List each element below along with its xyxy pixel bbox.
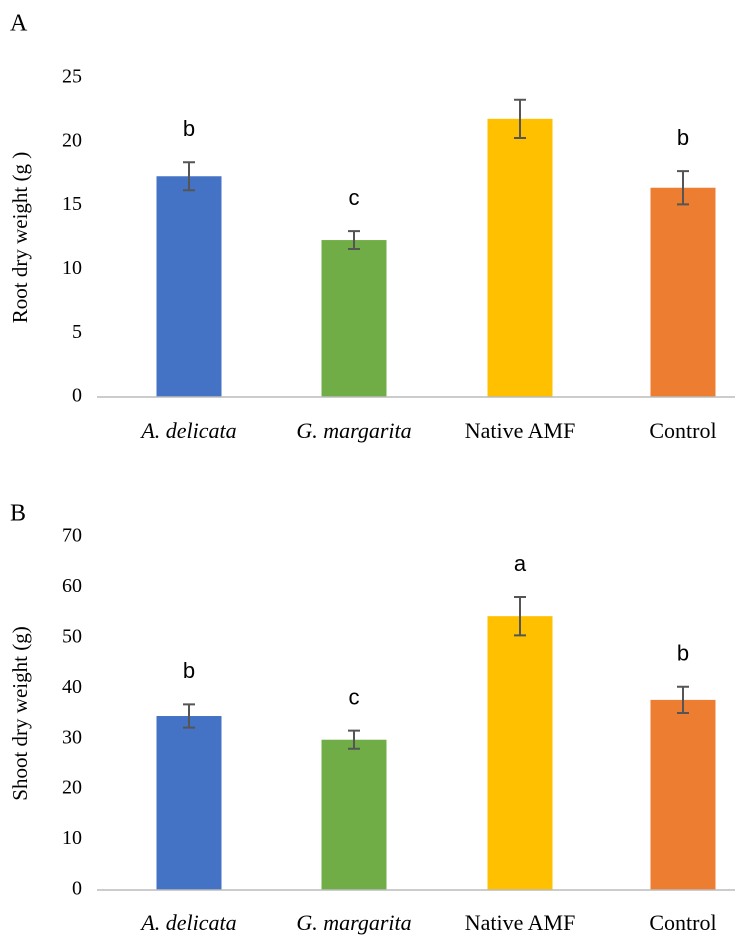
significance-letter: b <box>677 125 689 150</box>
y-tick-label: 10 <box>62 827 82 849</box>
y-tick-label: 30 <box>62 726 82 748</box>
y-tick-label: 0 <box>72 385 82 407</box>
y-tick-label: 50 <box>62 625 82 647</box>
y-tick-label: 0 <box>72 878 82 900</box>
bar <box>321 739 387 890</box>
y-tick-label: 20 <box>62 129 82 151</box>
bar <box>650 187 716 397</box>
y-tick-label: 25 <box>62 66 82 88</box>
bar <box>321 240 387 397</box>
y-axis-title: Shoot dry weight (g) <box>8 626 32 800</box>
y-tick-label: 5 <box>72 321 82 343</box>
bar <box>156 716 222 890</box>
y-axis-title: Root dry weight (g ) <box>8 152 32 323</box>
y-tick-label: 15 <box>62 193 82 215</box>
error-bar <box>514 98 526 139</box>
bar <box>156 176 222 397</box>
significance-letter: b <box>677 641 689 666</box>
error-bar <box>183 703 195 729</box>
error-bar <box>677 170 689 206</box>
x-tick-label: A. delicata <box>139 418 236 443</box>
significance-letter: a <box>514 551 527 576</box>
y-tick-label: 20 <box>62 777 82 799</box>
y-tick-label: 60 <box>62 575 82 597</box>
significance-letter: c <box>349 684 360 709</box>
bar <box>650 699 716 890</box>
error-bar <box>348 729 360 750</box>
significance-letter: c <box>349 185 360 210</box>
significance-letter: b <box>183 116 195 141</box>
panel-label: B <box>10 501 26 527</box>
y-tick-label: 40 <box>62 676 82 698</box>
x-tick-label: Control <box>649 910 716 935</box>
x-tick-label: Native AMF <box>465 418 576 443</box>
significance-letter: b <box>183 658 195 683</box>
panel-label: A <box>10 11 28 37</box>
error-bar <box>677 685 689 714</box>
x-tick-label: Control <box>649 418 716 443</box>
x-tick-label: A. delicata <box>139 910 236 935</box>
y-tick-label: 70 <box>62 525 82 547</box>
x-tick-label: G. margarita <box>296 418 411 443</box>
error-bar <box>514 596 526 637</box>
x-tick-label: Native AMF <box>465 910 576 935</box>
error-bar <box>348 230 360 250</box>
bar <box>487 118 553 397</box>
error-bar <box>183 161 195 192</box>
bar <box>487 616 553 890</box>
x-tick-label: G. margarita <box>296 910 411 935</box>
y-tick-label: 10 <box>62 257 82 279</box>
